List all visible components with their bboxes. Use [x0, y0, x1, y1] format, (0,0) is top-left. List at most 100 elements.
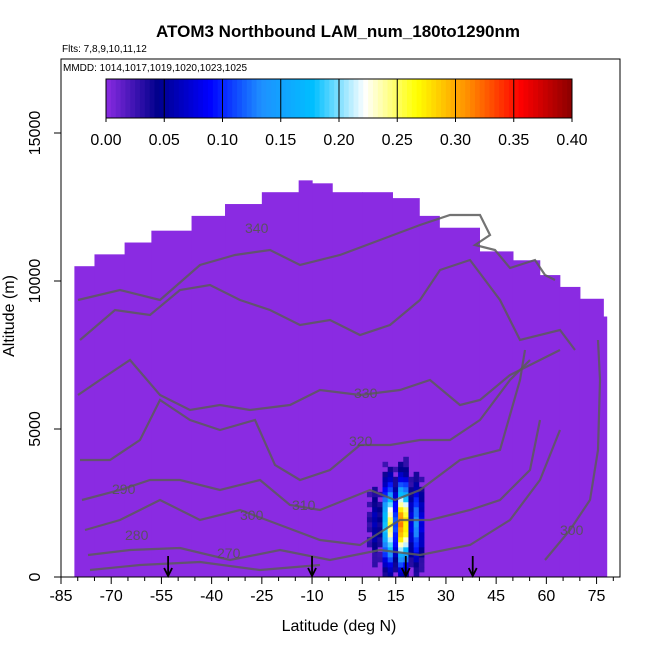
heatmap-cell [387, 556, 394, 563]
heatmap-cell [413, 471, 420, 478]
colorbar-swatch [528, 79, 534, 118]
colorbar-swatch [207, 79, 214, 118]
heatmap-cell [579, 298, 604, 577]
x-tick-label: -55 [150, 588, 173, 605]
heatmap-cell [408, 496, 415, 503]
heatmap-cell [413, 501, 420, 508]
heatmap-cell [382, 516, 389, 523]
colorbar-swatch [164, 79, 170, 118]
heatmap-cell [398, 471, 404, 478]
colorbar-swatch [372, 79, 379, 118]
heatmap-cell [382, 561, 389, 568]
x-axis-label: Latitude (deg N) [282, 618, 397, 635]
heatmap-cell [403, 536, 409, 543]
heatmap-cell [418, 561, 425, 568]
heatmap-cell [372, 496, 378, 503]
colorbar-swatch [144, 79, 151, 118]
heatmap-cell [392, 536, 399, 543]
x-tick-label: -10 [300, 588, 323, 605]
heatmap-cell [408, 521, 415, 528]
heatmap-cell [418, 506, 425, 513]
heatmap-cell [366, 516, 373, 523]
colorbar: 0.00 0.05 0.10 0.15 0.20 0.25 0.30 0.35 0.40 [90, 78, 588, 149]
heatmap-cell [377, 536, 383, 543]
heatmap-cell [403, 471, 409, 478]
colorbar-swatch [188, 79, 194, 118]
x-tick-label: -40 [200, 588, 223, 605]
colorbar-swatch [334, 79, 340, 118]
isentrope-line [79, 258, 576, 351]
heatmap-cell [408, 541, 415, 548]
heatmap-cell [387, 571, 394, 578]
isentrope-line [87, 429, 562, 562]
x-tick-label: 5 [358, 588, 367, 605]
colorbar-swatch [499, 79, 505, 118]
colorbar-swatch [227, 79, 233, 118]
heatmap-cell [298, 180, 313, 578]
heatmap-cell [372, 501, 378, 508]
isentrope-label: 270 [217, 545, 241, 561]
heatmap-cell [382, 501, 389, 508]
heatmap-cell [392, 486, 399, 493]
heatmap-cell [94, 254, 126, 578]
heatmap-cell [408, 546, 415, 553]
colorbar-swatch [460, 79, 466, 118]
colorbar-swatch [241, 79, 248, 118]
heatmap-cell [413, 561, 420, 568]
colorbar-swatch [217, 79, 223, 118]
x-tick-label: 60 [537, 588, 555, 605]
colorbar-tick-label: 0.15 [265, 132, 296, 149]
isentrope-line [80, 359, 531, 482]
colorbar-swatch [567, 79, 573, 118]
heatmap-cell [392, 476, 399, 483]
colorbar-swatch [246, 79, 253, 118]
heatmap-cell [398, 526, 404, 533]
colorbar-swatch [494, 79, 500, 118]
heatmap-cell [392, 526, 399, 533]
x-tick-label: 45 [487, 588, 505, 605]
heatmap-cell [418, 501, 425, 508]
colorbar-swatch [183, 79, 190, 118]
colorbar-tick-label: 0.30 [440, 132, 471, 149]
heatmap-cell [387, 566, 394, 573]
flight-markers [163, 556, 478, 579]
heatmap-cell [387, 476, 394, 483]
colorbar-swatch [135, 79, 141, 118]
heatmap-cell [398, 556, 404, 563]
colorbar-swatch [450, 79, 456, 118]
colorbar-swatch [159, 79, 165, 118]
heatmap-cell [372, 546, 378, 553]
colorbar-swatch [280, 79, 287, 118]
colorbar-swatch [426, 79, 432, 118]
heatmap-cell [225, 204, 263, 578]
colorbar-swatch [533, 79, 539, 118]
heatmap-cell [392, 481, 399, 488]
colorbar-tick-label: 0.20 [323, 132, 354, 149]
colorbar-swatch [465, 79, 471, 118]
heatmap-cell [372, 526, 378, 533]
heatmap-cell [377, 511, 383, 518]
heatmap-cell [398, 496, 404, 503]
colorbar-swatch [518, 79, 524, 118]
x-tick-label: -70 [100, 588, 123, 605]
heatmap-cell [403, 511, 409, 518]
heatmap-cell [392, 546, 399, 553]
heatmap-cell [403, 466, 409, 473]
heatmap-cell [366, 501, 373, 508]
colorbar-swatch [402, 79, 408, 118]
colorbar-swatch [504, 79, 510, 118]
heatmap-cell [398, 571, 404, 578]
colorbar-swatch [275, 79, 282, 118]
heatmap-cell [387, 501, 394, 508]
heatmap-cell [382, 541, 389, 548]
heatmap-cell [377, 541, 383, 548]
heatmap-cell [603, 316, 608, 577]
heatmap-cell [398, 481, 404, 488]
heatmap-cell [74, 266, 96, 577]
colorbar-swatch [474, 79, 481, 118]
colorbar-swatch [523, 79, 529, 118]
colorbar-swatch [271, 79, 277, 118]
heatmap-cell [408, 556, 415, 563]
y-tick-label: 0 [27, 572, 44, 581]
